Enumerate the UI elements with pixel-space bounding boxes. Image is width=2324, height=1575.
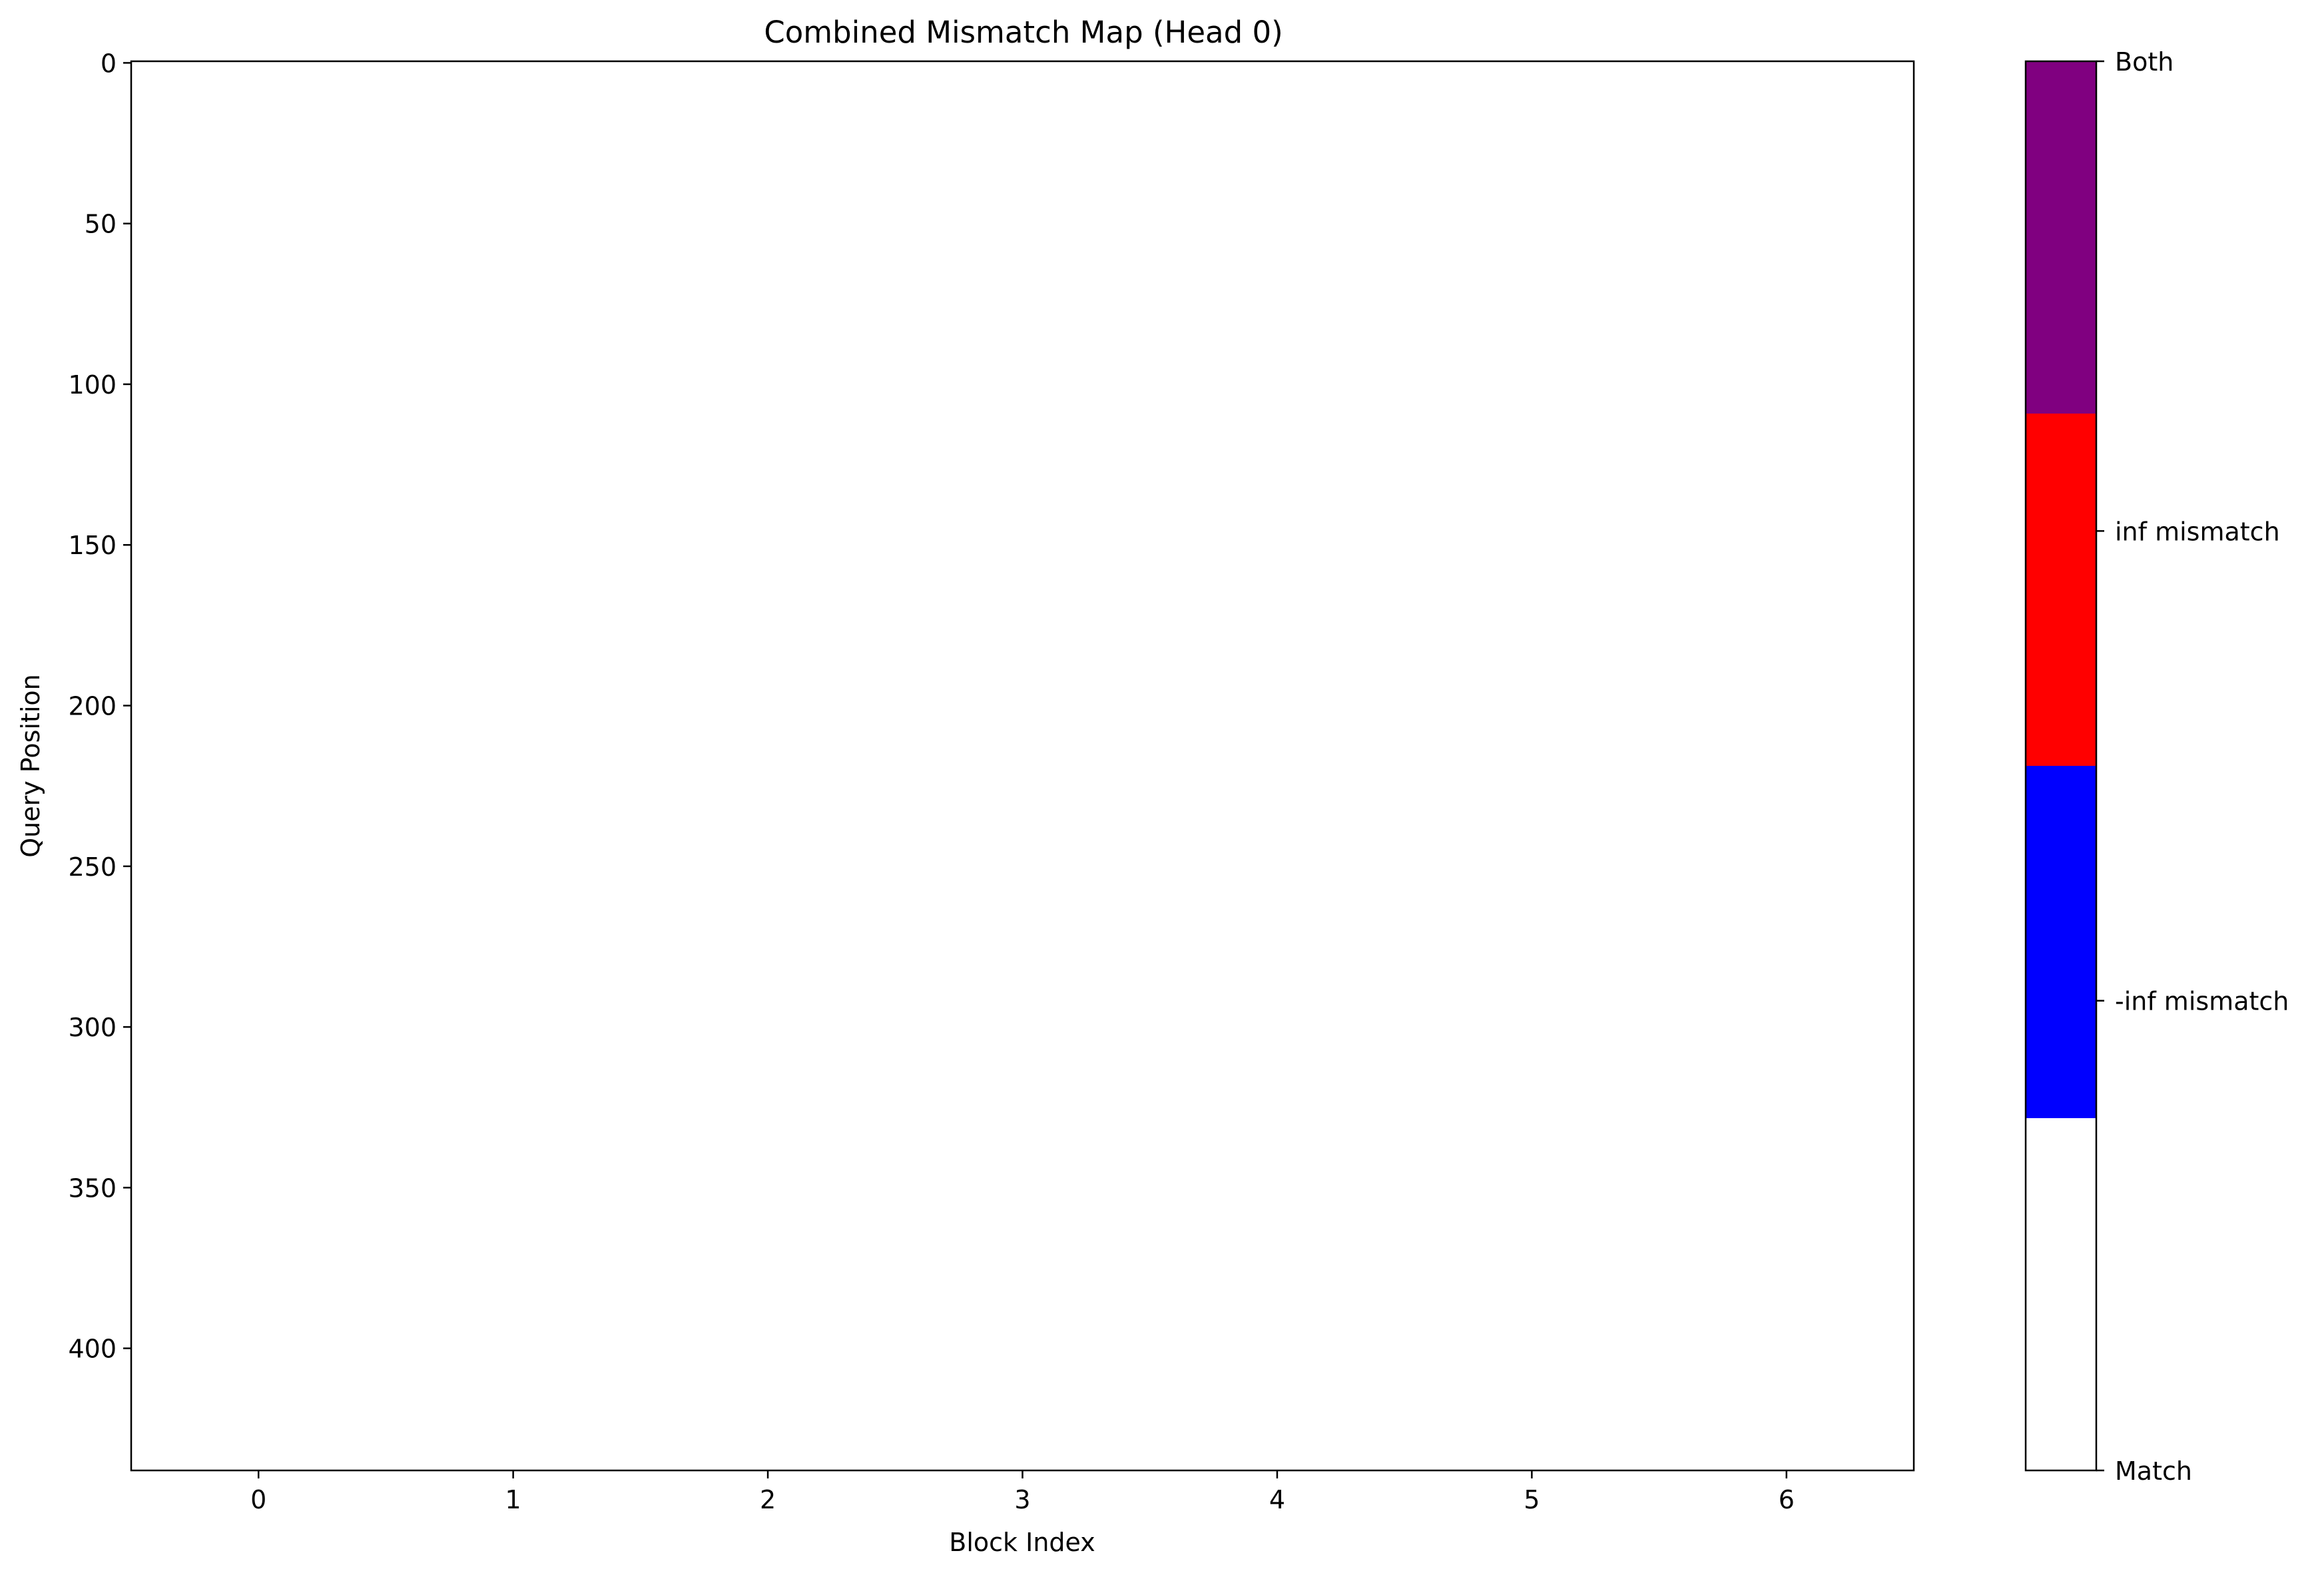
y-tick-label: 0: [101, 49, 117, 78]
x-tick-label: 3: [1014, 1485, 1030, 1514]
y-tick-label: 150: [68, 531, 117, 560]
colorbar-segment: [2026, 766, 2096, 1118]
x-tick-label: 1: [505, 1485, 521, 1514]
heatmap-column-2: [640, 61, 896, 1470]
colorbar-tick-label: Both: [2115, 47, 2174, 77]
y-axis-label: Query Position: [16, 674, 45, 858]
x-tick-label: 4: [1269, 1485, 1285, 1514]
colorbar-frame: [2024, 60, 2098, 1472]
y-tick-label: 100: [68, 370, 117, 400]
colorbar-segment: [2026, 414, 2096, 766]
heatmap-column-6: [1659, 61, 1914, 1470]
y-tick-label: 250: [68, 852, 117, 882]
y-tick-label: 50: [85, 210, 117, 239]
colorbar-segments: [2026, 61, 2096, 1470]
heatmap-column-1: [386, 61, 641, 1470]
heatmap-column-5: [1404, 61, 1659, 1470]
y-tick-label: 200: [68, 692, 117, 721]
x-axis-label: Block Index: [949, 1528, 1095, 1557]
y-tick-label: 400: [68, 1335, 117, 1364]
heatmap-column-0: [131, 61, 386, 1470]
x-tick-label: 6: [1779, 1485, 1795, 1514]
heatmap-column-3: [895, 61, 1150, 1470]
x-axis-ticks: 0 1 2 3 4 5 6: [250, 1470, 1795, 1514]
heatmap-cells: [131, 61, 1914, 1470]
colorbar-segment: [2026, 1118, 2096, 1470]
x-tick-label: 2: [760, 1485, 776, 1514]
colorbar: Match -inf mismatch inf mismatch Both: [2024, 47, 2289, 1486]
colorbar-ticks: Match -inf mismatch inf mismatch Both: [2096, 47, 2289, 1486]
colorbar-tick-label: inf mismatch: [2115, 517, 2280, 546]
x-tick-label: 5: [1524, 1485, 1540, 1514]
y-axis-ticks: 0 50 100 150 200 250 300 350 400: [68, 49, 131, 1364]
y-tick-label: 300: [68, 1013, 117, 1042]
y-tick-label: 350: [68, 1173, 117, 1203]
x-tick-label: 0: [250, 1485, 266, 1514]
plot-area: [130, 60, 1915, 1472]
colorbar-tick-label: Match: [2115, 1456, 2192, 1486]
colorbar-segment: [2026, 61, 2096, 414]
chart-title: Combined Mismatch Map (Head 0): [764, 15, 1283, 50]
colorbar-tick-label: -inf mismatch: [2115, 987, 2289, 1016]
heatmap-column-4: [1149, 61, 1405, 1470]
